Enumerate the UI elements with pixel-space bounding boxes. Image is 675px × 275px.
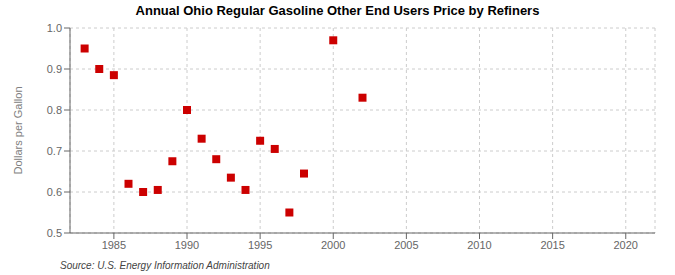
svg-text:0.9: 0.9 [47, 63, 62, 75]
svg-text:2015: 2015 [540, 239, 564, 251]
svg-text:2010: 2010 [467, 239, 491, 251]
svg-text:Dollars per Gallon: Dollars per Gallon [12, 86, 24, 174]
svg-text:0.5: 0.5 [47, 227, 62, 239]
html-text:Source: U.S. Energy Informatio: Source: U.S. Energy Information Administ… [60, 260, 270, 271]
svg-text:2005: 2005 [394, 239, 418, 251]
svg-text:0.8: 0.8 [47, 104, 62, 116]
html-text:Annual Ohio Regular Gasoline O: Annual Ohio Regular Gasoline Other End U… [135, 3, 540, 18]
svg-text:2020: 2020 [614, 239, 638, 251]
svg-text:1.0: 1.0 [47, 22, 62, 34]
svg-text:1995: 1995 [248, 239, 272, 251]
svg-text:0.6: 0.6 [47, 186, 62, 198]
svg-text:1985: 1985 [102, 239, 126, 251]
svg-text:0.7: 0.7 [47, 145, 62, 157]
svg-text:1990: 1990 [175, 239, 199, 251]
svg-text:2000: 2000 [321, 239, 345, 251]
